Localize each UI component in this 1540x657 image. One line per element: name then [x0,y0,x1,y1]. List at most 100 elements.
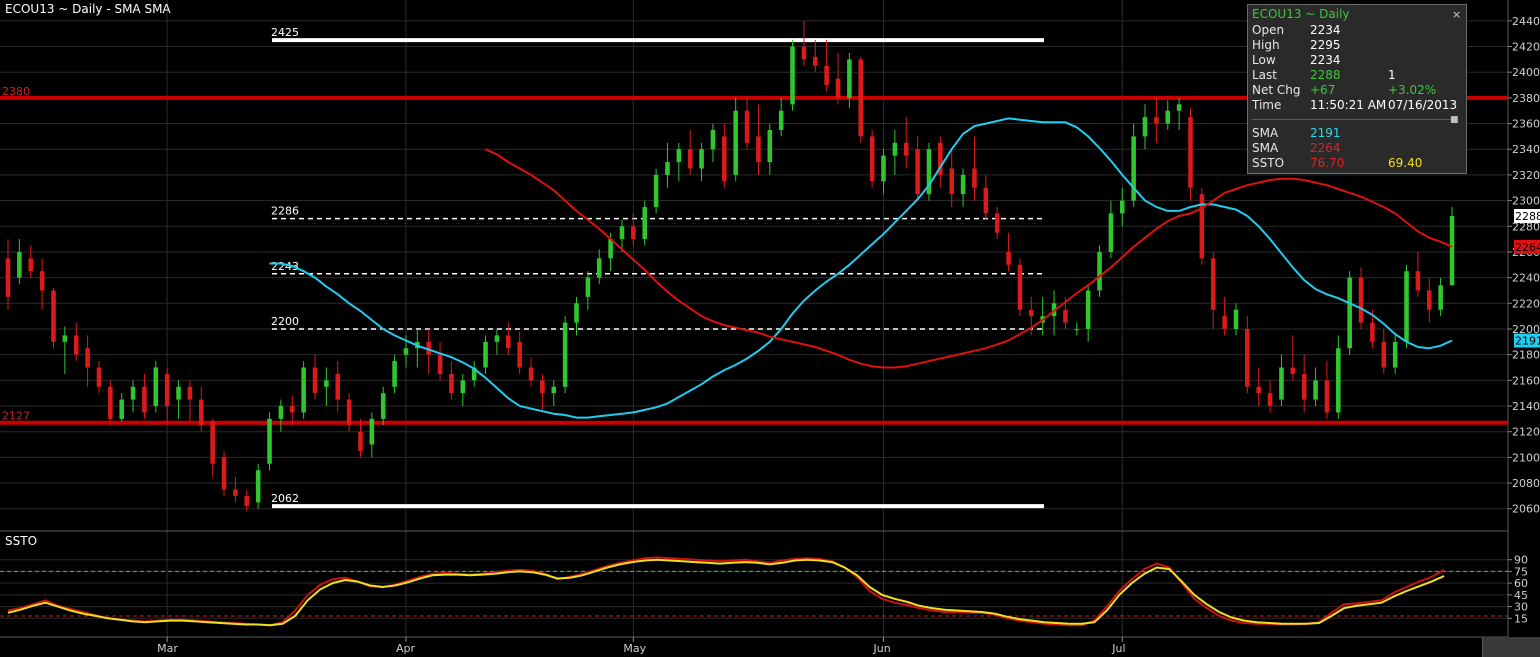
candle-body [5,258,11,297]
candle-body [562,322,568,387]
price-tick-label: 2180 [1512,349,1540,362]
candle-body [1347,277,1352,349]
quote-row-label: Net Chg [1252,83,1301,97]
quote-info-box[interactable]: ECOU13 ~ Daily × Open 2234 High 2295 Low 2234… [1247,4,1467,174]
sma-slow-tag-bg [1514,239,1540,254]
candle-body [596,258,602,278]
sma-fast-tag: 2191 [1515,335,1540,348]
candle-body [1392,341,1398,368]
quote-title: ECOU13 ~ Daily [1252,7,1350,21]
quote-row-value: +67 [1310,83,1336,97]
ssto-tick-label: 60 [1514,577,1528,590]
candle-body [39,271,45,291]
candle-body [733,110,738,175]
candle-body [460,380,466,394]
price-tick-label: 2060 [1512,503,1540,516]
candle-body [73,335,79,355]
date-tick-label: May [623,642,646,655]
sma-slow-line [485,148,1453,369]
price-tick-label: 2160 [1512,374,1540,387]
candle-body [1176,104,1182,111]
candle-body [221,457,227,490]
ssto-tick-label: 90 [1514,554,1528,567]
sma-fast-tag-bg [1514,333,1540,348]
candle-body [426,341,431,355]
candle-body [926,149,932,195]
candle-body [858,59,864,137]
candle-body [960,174,966,195]
candle-body [653,174,659,208]
ssto-tick-label: 15 [1514,612,1528,625]
quote-row-label: Last [1252,68,1277,82]
candle-body [1063,309,1068,323]
candle-body [142,386,147,413]
quote-row-value: 11:50:21 AM [1310,98,1387,112]
candle-body [119,399,124,419]
fib-level-label: 2286 [271,205,299,218]
candle-body [813,56,818,66]
candle-body [847,59,852,98]
quote-row: Last 2288 1 [1252,68,1462,83]
price-tick-label: 2380 [1512,92,1540,105]
price-tick-label: 2340 [1512,143,1540,156]
candle-body [608,239,613,259]
candle-body [722,136,727,182]
candle-body [574,303,579,323]
candle-body [699,149,704,169]
quote-row-value: 2234 [1310,53,1341,67]
candle-body [267,418,272,464]
last-price-tag: 2288 [1515,210,1540,223]
candle-body [551,386,557,394]
candle-body [642,207,647,240]
candle-body [1449,216,1455,286]
date-tick-label: Jul [1111,642,1125,655]
candle-body [1358,277,1364,323]
price-tick-label: 2360 [1512,118,1540,131]
candle-body [1256,386,1261,394]
candle-body [244,495,250,507]
candle-body [1165,110,1171,124]
fib-level-label: 2062 [271,492,299,505]
candle-body [233,489,238,496]
candle-body [449,373,454,394]
candle-body [517,341,522,368]
quote-row-label: High [1252,38,1280,52]
quote-row: Low 2234 [1252,53,1462,68]
candle-body [392,361,397,387]
quote-separator [1252,119,1452,120]
candle-body [790,46,795,105]
indicator-label: SMA [1252,141,1279,155]
candle-body [824,65,829,86]
date-tick-label: Jun [872,642,890,655]
price-tick-label: 2200 [1512,323,1540,336]
indicator-row: SSTO 76.70 69.40 [1252,156,1462,171]
candle-body [1301,373,1307,400]
candle-body [1415,271,1421,291]
candle-body [437,354,443,374]
price-tick-label: 2400 [1512,66,1540,79]
candle-body [619,226,625,240]
candle-body [767,129,773,163]
chart-title: ECOU13 ~ Daily - SMA SMA [5,2,171,16]
indicator-label: SSTO [1252,156,1285,170]
candle-body [1290,367,1296,374]
close-icon[interactable]: × [1452,8,1462,21]
sma-slow-tag: 2264 [1515,241,1540,254]
candle-body [1404,271,1409,342]
slider-knob-icon[interactable]: ■ [1450,115,1459,125]
price-tick-label: 2320 [1512,169,1540,182]
candlesticks [5,20,1455,512]
price-axis[interactable]: 2060 2080 2100 2120 2140 2160 2180 2200 2220 2240… [1508,15,1540,516]
candle-body [1097,251,1102,291]
candle-body [801,46,807,60]
candle-body [187,386,193,400]
candle-body [108,386,113,419]
horizontal-scrollbar[interactable] [1482,637,1540,657]
candle-body [335,373,341,400]
candle-body [28,258,34,272]
fib-level-label: 2425 [271,26,299,39]
date-axis[interactable]: Mar Apr May Jun Jul [157,637,1126,655]
sma-fast-line [269,117,1453,419]
